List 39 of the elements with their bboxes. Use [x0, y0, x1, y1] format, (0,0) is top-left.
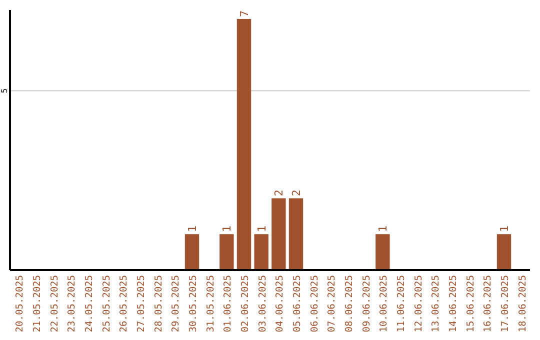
data-label: 7: [238, 10, 251, 17]
data-label: 1: [498, 226, 511, 232]
x-tick-label: 25.05.2025: [101, 275, 112, 332]
x-tick-label: 31.05.2025: [205, 275, 216, 332]
x-tick-label: 22.05.2025: [49, 275, 60, 332]
y-tick-label: 5: [0, 88, 9, 94]
x-tick-label: 26.05.2025: [118, 275, 130, 332]
x-tick-label: 12.06.2025: [413, 275, 424, 332]
x-tick-label: 29.05.2025: [170, 275, 182, 332]
data-label: 1: [376, 226, 390, 232]
x-tick-label: 28.05.2025: [153, 275, 164, 332]
x-tick-label: 11.06.2025: [396, 275, 407, 332]
x-tick-label: 06.06.2025: [309, 275, 320, 332]
x-tick-label: 21.05.2025: [32, 275, 43, 332]
x-tick-label: 02.06.2025: [240, 275, 251, 332]
x-tick-label: 10.06.2025: [378, 275, 390, 332]
x-tick-label: 17.06.2025: [500, 275, 511, 332]
x-tick-label: 05.06.2025: [292, 275, 303, 332]
x-tick-label: 18.06.2025: [517, 275, 528, 332]
x-tick-label: 04.06.2025: [274, 275, 286, 332]
data-label: 1: [255, 226, 268, 232]
x-tick-label: 01.06.2025: [222, 275, 234, 332]
x-tick-label: 23.05.2025: [66, 275, 78, 332]
x-tick-label: 16.06.2025: [482, 275, 494, 332]
x-tick-label: 08.06.2025: [344, 275, 355, 332]
x-tick-label: 30.05.2025: [188, 275, 199, 332]
data-label: 2: [290, 190, 303, 196]
x-tick-label: 24.05.2025: [84, 275, 95, 332]
x-tick-label: 20.05.2025: [14, 275, 26, 332]
x-tick-label: 14.06.2025: [448, 275, 459, 332]
x-tick-label: 13.06.2025: [430, 275, 442, 332]
x-tick-label: 07.06.2025: [326, 275, 338, 332]
x-tick-label: 03.06.2025: [257, 275, 268, 332]
data-label: 2: [272, 190, 286, 196]
data-label: 1: [220, 226, 234, 232]
x-tick-label: 27.05.2025: [136, 275, 147, 332]
x-tick-label: 09.06.2025: [361, 275, 372, 332]
x-tick-label: 15.06.2025: [465, 275, 476, 332]
data-label: 1: [186, 226, 199, 232]
